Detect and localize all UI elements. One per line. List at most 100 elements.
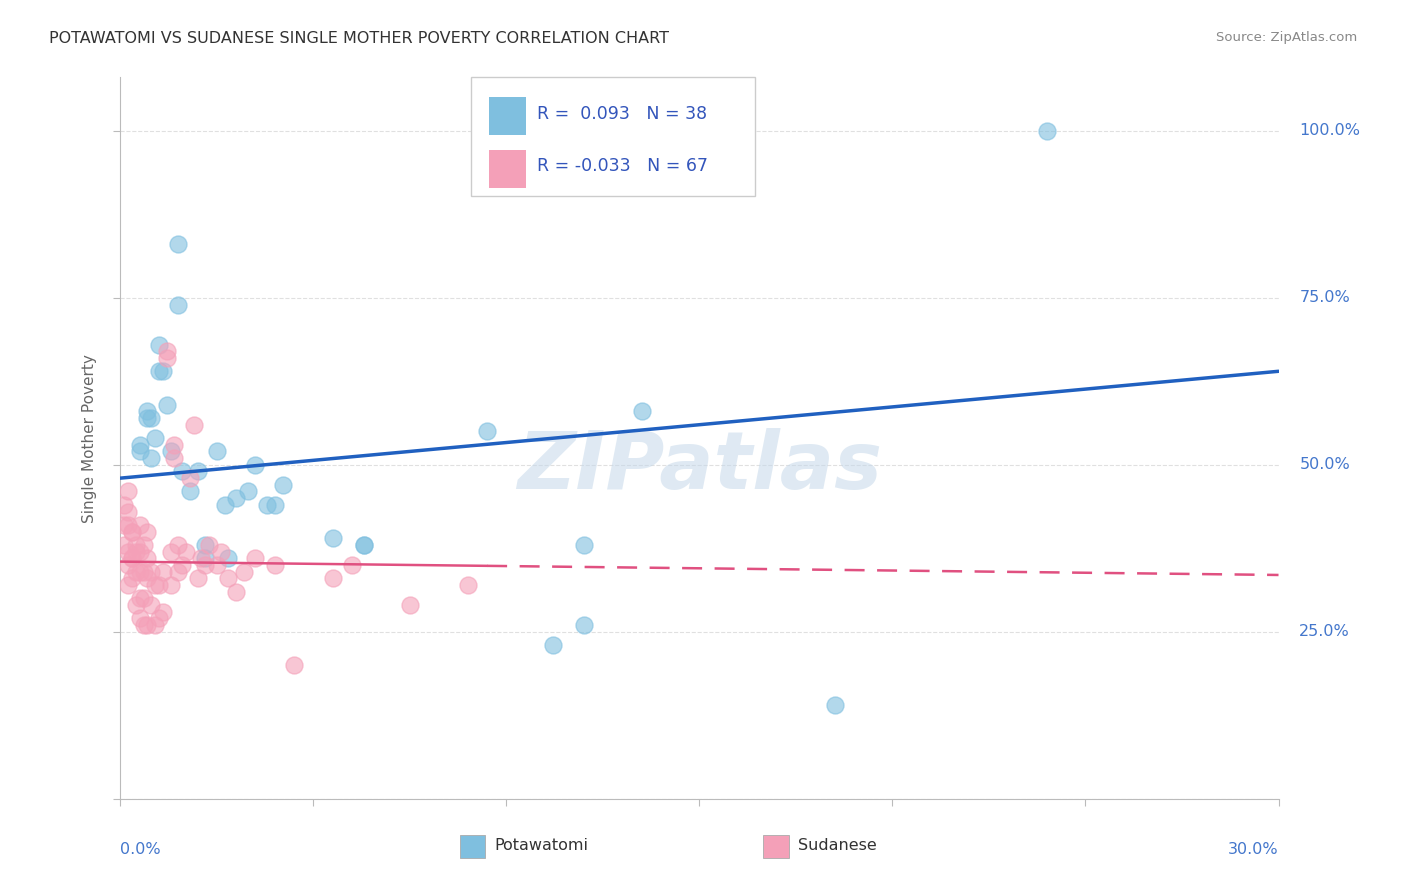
Point [148, 611, 170, 625]
Text: Potawatomi: Potawatomi [495, 838, 589, 853]
Text: Source: ZipAtlas.com: Source: ZipAtlas.com [1216, 31, 1357, 45]
Point [143, 578, 166, 592]
Y-axis label: Single Mother Poverty: Single Mother Poverty [83, 353, 97, 523]
Point [117, 544, 139, 558]
Text: 50.0%: 50.0% [1299, 458, 1350, 472]
Point [245, 551, 267, 566]
Point [225, 584, 247, 599]
Point [572, 618, 595, 632]
Point [125, 544, 148, 558]
Point [125, 598, 148, 612]
Point [167, 237, 190, 252]
Point [167, 565, 190, 579]
Point [128, 444, 150, 458]
Point [128, 611, 150, 625]
Point [128, 565, 150, 579]
Point [183, 417, 205, 432]
Point [187, 465, 209, 479]
Point [156, 351, 179, 365]
Point [121, 551, 143, 566]
Point [322, 531, 344, 545]
Point [209, 544, 232, 558]
FancyBboxPatch shape [471, 78, 755, 196]
Point [475, 425, 498, 439]
Point [236, 484, 259, 499]
FancyBboxPatch shape [763, 835, 789, 858]
FancyBboxPatch shape [460, 835, 485, 858]
Point [217, 571, 239, 585]
Point [112, 517, 135, 532]
Point [125, 538, 148, 552]
Point [141, 411, 163, 425]
Text: Sudanese: Sudanese [797, 838, 876, 853]
Point [225, 491, 247, 505]
Point [163, 451, 186, 466]
Point [143, 431, 166, 445]
Point [217, 551, 239, 566]
Point [167, 297, 190, 311]
Point [187, 571, 209, 585]
Point [159, 444, 181, 458]
Point [136, 618, 159, 632]
Point [136, 411, 159, 425]
Point [112, 538, 135, 552]
Point [136, 404, 159, 418]
Point [132, 538, 155, 552]
Point [143, 618, 166, 632]
Text: 75.0%: 75.0% [1299, 290, 1350, 305]
Point [136, 524, 159, 539]
Point [141, 598, 163, 612]
Point [117, 517, 139, 532]
Point [152, 364, 174, 378]
Point [152, 565, 174, 579]
Point [232, 565, 254, 579]
Point [163, 438, 186, 452]
Point [399, 598, 422, 612]
Point [194, 538, 217, 552]
Text: 30.0%: 30.0% [1227, 842, 1278, 857]
Point [117, 578, 139, 592]
Point [322, 571, 344, 585]
Point [194, 558, 217, 572]
Text: 0.0%: 0.0% [121, 842, 162, 857]
Point [630, 404, 652, 418]
Text: ZIPatlas: ZIPatlas [517, 428, 882, 506]
Point [156, 344, 179, 359]
Point [214, 498, 236, 512]
Point [340, 558, 363, 572]
Point [271, 478, 294, 492]
Point [353, 538, 375, 552]
Point [824, 698, 846, 713]
Point [121, 571, 143, 585]
Point [156, 398, 179, 412]
Point [136, 571, 159, 585]
Point [174, 544, 197, 558]
Point [132, 618, 155, 632]
Point [141, 451, 163, 466]
Point [148, 337, 170, 351]
Text: R = -0.033   N = 67: R = -0.033 N = 67 [537, 157, 709, 175]
Point [572, 538, 595, 552]
Point [198, 538, 221, 552]
FancyBboxPatch shape [489, 150, 526, 188]
Point [179, 471, 201, 485]
Point [148, 578, 170, 592]
Point [263, 558, 285, 572]
Point [128, 591, 150, 606]
Point [148, 364, 170, 378]
Point [353, 538, 375, 552]
Point [121, 551, 143, 566]
Point [256, 498, 278, 512]
Point [128, 544, 150, 558]
Point [205, 558, 228, 572]
Point [128, 517, 150, 532]
Point [141, 565, 163, 579]
Point [128, 438, 150, 452]
Point [172, 465, 194, 479]
Point [117, 558, 139, 572]
Point [179, 484, 201, 499]
Point [263, 498, 285, 512]
FancyBboxPatch shape [489, 97, 526, 136]
Point [167, 538, 190, 552]
Point [159, 544, 181, 558]
